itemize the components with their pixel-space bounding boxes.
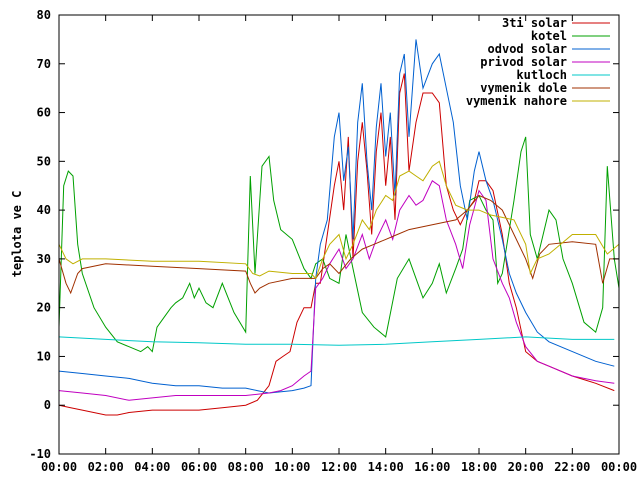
legend-label: privod solar (480, 55, 567, 69)
legend-label: kotel (531, 29, 567, 43)
x-tick-label: 02:00 (88, 460, 124, 474)
x-tick-label: 08:00 (228, 460, 264, 474)
x-tick-label: 00:00 (601, 460, 637, 474)
axes (58, 14, 620, 455)
legend-label: odvod solar (488, 42, 567, 56)
x-tick-label: 20:00 (508, 460, 544, 474)
series-line-3ti-solar (58, 73, 615, 416)
series-line-vymenik-dole (58, 194, 619, 295)
series-lines (58, 39, 620, 416)
legend-label: kutloch (516, 68, 567, 82)
y-tick-label: 0 (44, 398, 51, 412)
x-tick-label: 06:00 (181, 460, 217, 474)
x-tick-label: 12:00 (321, 460, 357, 474)
y-tick-label: 20 (37, 301, 51, 315)
legend-label: 3ti solar (502, 16, 567, 30)
x-tick-label: 22:00 (554, 460, 590, 474)
tick-labels: -10 0 10 20 30 40 50 60 70 80 00:00 02:00 04:00 06:00… (29, 8, 637, 474)
x-tick-label: 18:00 (461, 460, 497, 474)
x-tick-label: 10:00 (274, 460, 310, 474)
series-line-kutloch (58, 336, 615, 346)
y-tick-label: 50 (37, 154, 51, 168)
y-tick-label: 40 (37, 203, 51, 217)
y-tick-label: 80 (37, 8, 51, 22)
x-tick-label: 14:00 (368, 460, 404, 474)
series-line-kotel (58, 136, 620, 353)
series-line-odvod-solar (58, 39, 615, 394)
series-line-privod-solar (58, 180, 615, 401)
y-tick-label: 30 (37, 252, 51, 266)
x-tick-label: 16:00 (414, 460, 450, 474)
legend-label: vymenik dole (480, 81, 567, 95)
y-tick-label: 10 (37, 349, 51, 363)
series-line-vymenik-nahore (58, 160, 620, 280)
x-tick-label: 00:00 (41, 460, 77, 474)
y-tick-label: 60 (37, 106, 51, 120)
x-tick-label: 04:00 (134, 460, 170, 474)
legend-label: vymenik nahore (466, 94, 567, 108)
y-axis-title: teplota ve C (10, 191, 24, 278)
y-tick-label: -10 (29, 447, 51, 461)
y-tick-label: 70 (37, 57, 51, 71)
